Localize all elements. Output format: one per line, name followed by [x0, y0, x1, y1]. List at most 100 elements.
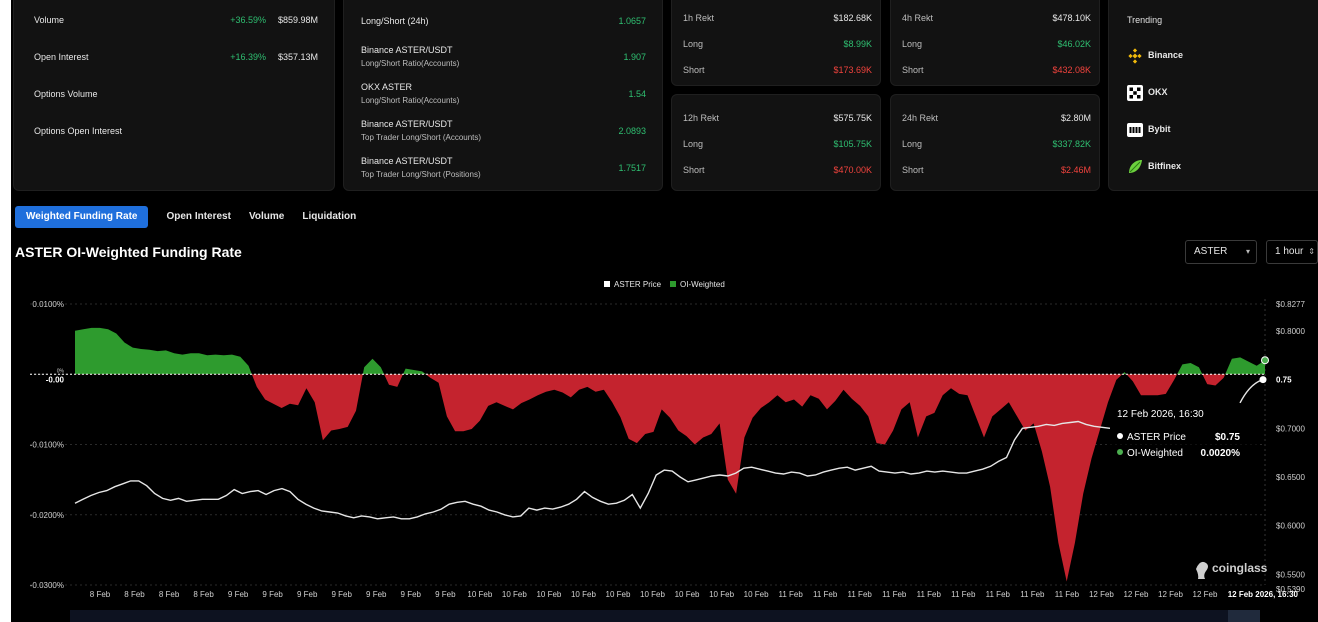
y-right-tick-label: $0.5500 [1276, 570, 1305, 579]
rekt-long: $337.82K [1052, 139, 1091, 149]
rekt-long-label: Long [902, 39, 923, 49]
chevron-down-icon: ▾ [1245, 247, 1250, 256]
rekt-short-label: Short [683, 65, 705, 75]
ratio-row-value: 2.0893 [618, 126, 646, 136]
bitfinex-icon [1129, 160, 1142, 173]
rekt-long: $105.75K [833, 139, 872, 149]
tooltip-date: 12 Feb 2026, 16:30 [1117, 409, 1204, 420]
ratio-row-value: 1.54 [628, 89, 646, 99]
updown-icon: ⇕ [1308, 247, 1315, 256]
x-tick-label: 10 Feb [502, 590, 527, 599]
price-line [74, 420, 1111, 520]
ratio-row-label: OKX ASTER [361, 82, 413, 92]
x-tick-label: 11 Feb [951, 590, 976, 599]
ratio-row-sub: Long/Short Ratio(Accounts) [361, 59, 460, 68]
ratio-row-sub: Top Trader Long/Short (Positions) [361, 170, 481, 179]
rekt-total: $2.80M [1060, 113, 1091, 123]
rekt-long: $46.02K [1057, 39, 1091, 49]
ratio-row-sub: Top Trader Long/Short (Accounts) [361, 133, 482, 142]
ratio-row-label: Long/Short (24h) [361, 16, 429, 26]
x-tick-label: 11 Feb [917, 590, 942, 599]
y-right-tick-label: $0.6000 [1276, 522, 1305, 531]
tooltip-bg [1110, 403, 1260, 465]
tooltip-oi-dot [1117, 449, 1123, 455]
left-rail [0, 0, 11, 622]
y-right-tick-label: $0.5390 [1276, 585, 1305, 594]
x-tick-label: 11 Feb [986, 590, 1011, 599]
open-interest-change: +16.39% [230, 52, 266, 62]
x-tick-label: 8 Feb [159, 590, 180, 599]
y-left-tick-label: -0.0300% [30, 581, 64, 590]
y-left-tick-label: -0.00 [46, 375, 65, 384]
trending-item-okx[interactable]: OKX [1127, 84, 1247, 102]
x-tick-label: 11 Feb [778, 590, 803, 599]
tooltip-price-dot [1117, 433, 1123, 439]
rekt-card-4h: 4h Rekt $478.10K Long $46.02K Short $432… [890, 0, 1100, 86]
tab-volume[interactable]: Volume [248, 211, 285, 222]
trending-item-binance[interactable]: Binance [1127, 47, 1247, 65]
y-right-tick-label: $0.8000 [1276, 327, 1305, 336]
rekt-title: 4h Rekt [902, 13, 934, 23]
rekt-card-1h: 1h Rekt $182.68K Long $8.99K Short $173.… [671, 0, 881, 86]
funding-rate-chart[interactable]: ASTER Price OI-Weighted 0.0100% -0.0100% -… [0, 277, 1318, 622]
y-right-tick-label: $0.6500 [1276, 473, 1305, 482]
funding-positive-area [75, 327, 1265, 375]
coinglass-watermark: coinglass [1196, 561, 1268, 579]
trending-title: Trending [1127, 15, 1163, 25]
x-tick-label: 9 Feb [401, 590, 422, 599]
rekt-long-label: Long [683, 39, 704, 49]
x-tick-label: 10 Feb [709, 590, 734, 599]
coin-select[interactable]: ASTER ▾ [1185, 240, 1257, 264]
x-tick-label: 11 Feb [1055, 590, 1080, 599]
options-open-interest-label: Options Open Interest [34, 126, 123, 136]
legend-oi-label: OI-Weighted [680, 280, 725, 289]
tab-open-interest[interactable]: Open Interest [166, 211, 231, 222]
x-tick-label: 10 Feb [606, 590, 631, 599]
x-tick-label: 11 Feb [813, 590, 838, 599]
ratio-row-label: Binance ASTER/USDT [361, 45, 453, 55]
legend-swatch-oi [670, 281, 676, 287]
y-left-tick-label: 0% [57, 368, 65, 374]
ratio-row-value: 1.7517 [618, 163, 646, 173]
volume-change: +36.59% [230, 15, 266, 25]
rekt-title: 12h Rekt [683, 113, 720, 123]
tab-weighted-funding-rate[interactable]: Weighted Funding Rate [15, 206, 149, 228]
bybit-icon [1127, 123, 1143, 137]
ratio-row-label: Binance ASTER/USDT [361, 119, 453, 129]
x-tick-label: 12 Feb [1089, 590, 1114, 599]
legend-price-label: ASTER Price [614, 280, 662, 289]
chart-legend: ASTER Price OI-Weighted [604, 280, 725, 289]
rekt-short-label: Short [683, 165, 705, 175]
funding-negative-area [75, 374, 1265, 582]
funding-last-point [1261, 356, 1269, 365]
rekt-short-label: Short [902, 165, 924, 175]
price-last-point [1259, 376, 1267, 384]
range-navigator[interactable] [70, 610, 1260, 622]
rekt-total: $182.68K [833, 13, 872, 23]
tooltip-oi-value: 0.0020% [1201, 448, 1241, 459]
tooltip-price-value: $0.75 [1215, 432, 1240, 443]
chart-title: ASTER OI-Weighted Funding Rate [15, 244, 242, 260]
market-stats-card: Volume +36.59% $859.98M Open Interest +1… [13, 0, 335, 191]
rekt-total: $575.75K [833, 113, 872, 123]
rekt-short: $173.69K [833, 65, 872, 75]
rekt-short-label: Short [902, 65, 924, 75]
x-tick-label: 10 Feb [640, 590, 665, 599]
interval-select[interactable]: 1 hour ⇕ [1266, 240, 1318, 264]
x-tick-label: 10 Feb [744, 590, 769, 599]
okx-icon [1127, 85, 1143, 101]
y-right-tick-label: $0.8277 [1276, 300, 1305, 309]
x-axis: 8 Feb 8 Feb 8 Feb 8 Feb 9 Feb 9 Feb 9 Feb 9 Feb… [90, 590, 1299, 599]
options-volume-label: Options Volume [34, 89, 98, 99]
coinglass-logo-icon [1196, 561, 1208, 579]
trending-item-bitfinex[interactable]: Bitfinex [1127, 158, 1247, 176]
range-navigator-handle[interactable] [1228, 610, 1260, 622]
chart-tabs: Weighted Funding Rate Open Interest Volu… [15, 206, 374, 228]
trending-item-bybit[interactable]: Bybit [1127, 121, 1247, 139]
x-tick-label: 10 Feb [571, 590, 596, 599]
open-interest-value: $357.13M [277, 52, 318, 62]
rekt-card-24h: 24h Rekt $2.80M Long $337.82K Short $2.4… [890, 94, 1100, 191]
price-series [74, 376, 1267, 520]
tab-liquidation[interactable]: Liquidation [302, 211, 357, 222]
ratio-row-value: 1.0657 [618, 16, 646, 26]
